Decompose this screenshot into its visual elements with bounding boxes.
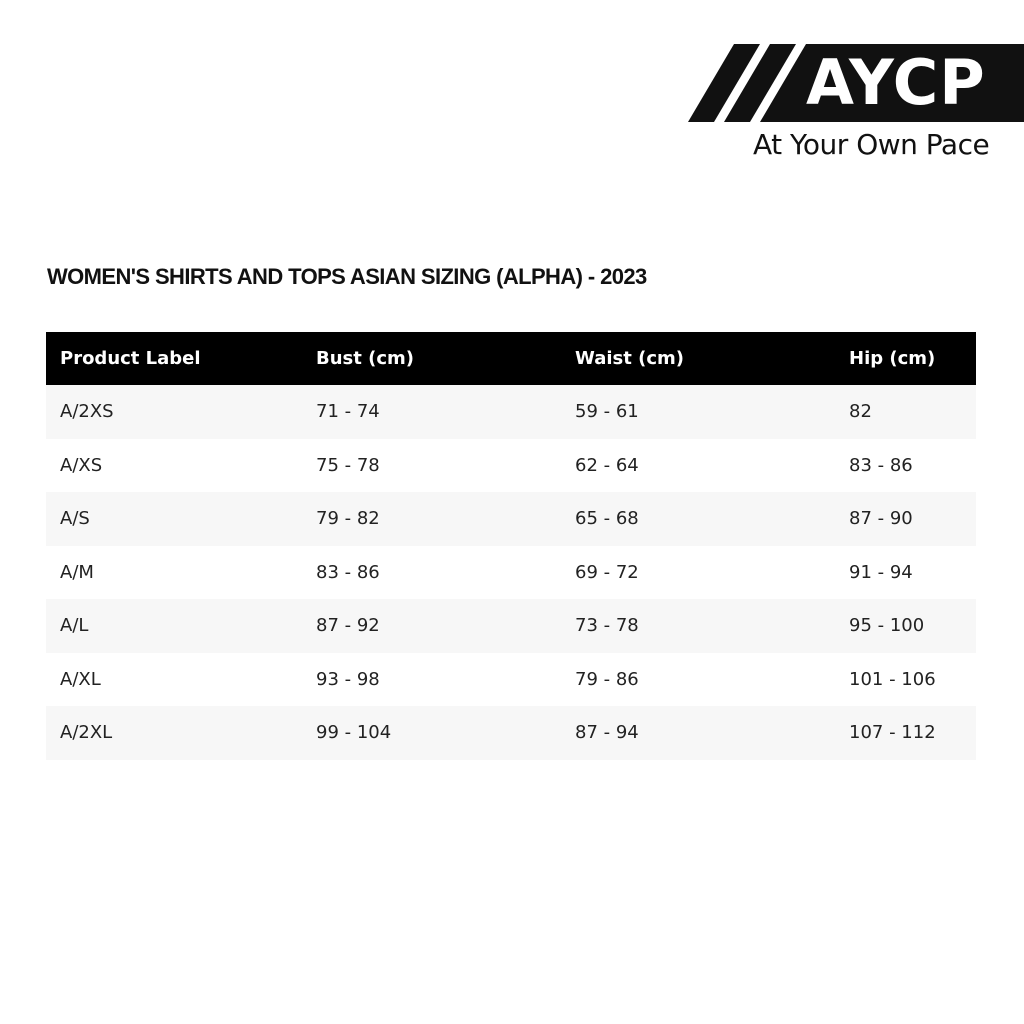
- cell-waist: 87 - 94: [561, 706, 835, 760]
- cell-product-label: A/M: [60, 561, 94, 583]
- cell-waist: 73 - 78: [561, 599, 835, 653]
- cell-hip: 82: [835, 385, 976, 439]
- table-row: A/M 83 - 86 69 - 72 91 - 94: [46, 546, 976, 600]
- table-row: A/2XL 99 - 104 87 - 94 107 - 112: [46, 706, 976, 760]
- brand-tagline: At Your Own Pace: [753, 128, 990, 161]
- page-title: WOMEN'S SHIRTS AND TOPS ASIAN SIZING (AL…: [47, 264, 647, 289]
- cell-waist: 62 - 64: [575, 454, 639, 476]
- cell-hip: 95 - 100: [835, 599, 976, 653]
- cell-bust: 99 - 104: [302, 706, 561, 760]
- cell-product-label: A/2XL: [46, 706, 302, 760]
- cell-bust: 87 - 92: [302, 599, 561, 653]
- header-product-label: Product Label: [46, 332, 302, 385]
- cell-product-label: A/2XS: [46, 385, 302, 439]
- logo-text: AYCP: [806, 46, 986, 119]
- cell-hip: 87 - 90: [835, 492, 976, 546]
- table-row: A/XL 93 - 98 79 - 86 101 - 106: [46, 653, 976, 707]
- cell-waist: 69 - 72: [575, 561, 639, 583]
- cell-hip: 91 - 94: [849, 561, 913, 583]
- cell-hip: 83 - 86: [849, 454, 913, 476]
- cell-hip: 101 - 106: [849, 668, 936, 690]
- cell-bust: 93 - 98: [316, 668, 380, 690]
- cell-product-label: A/L: [46, 599, 302, 653]
- cell-product-label: A/XL: [60, 668, 101, 690]
- cell-product-label: A/S: [46, 492, 302, 546]
- cell-bust: 83 - 86: [316, 561, 380, 583]
- table-header-row: Product Label Bust (cm) Waist (cm) Hip (…: [46, 332, 976, 385]
- cell-bust: 79 - 82: [302, 492, 561, 546]
- header-hip: Hip (cm): [835, 332, 976, 385]
- cell-waist: 59 - 61: [561, 385, 835, 439]
- table-row: A/S 79 - 82 65 - 68 87 - 90: [46, 492, 976, 546]
- cell-bust: 71 - 74: [302, 385, 561, 439]
- header-bust: Bust (cm): [302, 332, 561, 385]
- size-chart-table: Product Label Bust (cm) Waist (cm) Hip (…: [46, 332, 976, 760]
- cell-bust: 75 - 78: [316, 454, 380, 476]
- header-waist: Waist (cm): [561, 332, 835, 385]
- table-row: A/XS 75 - 78 62 - 64 83 - 86: [46, 439, 976, 493]
- cell-waist: 79 - 86: [575, 668, 639, 690]
- cell-product-label: A/XS: [60, 454, 103, 476]
- table-row: A/2XS 71 - 74 59 - 61 82: [46, 385, 976, 439]
- brand-logo: AYCP: [688, 44, 1024, 122]
- logo-stripes-icon: [688, 44, 1024, 122]
- cell-hip: 107 - 112: [835, 706, 976, 760]
- cell-waist: 65 - 68: [561, 492, 835, 546]
- table-row: A/L 87 - 92 73 - 78 95 - 100: [46, 599, 976, 653]
